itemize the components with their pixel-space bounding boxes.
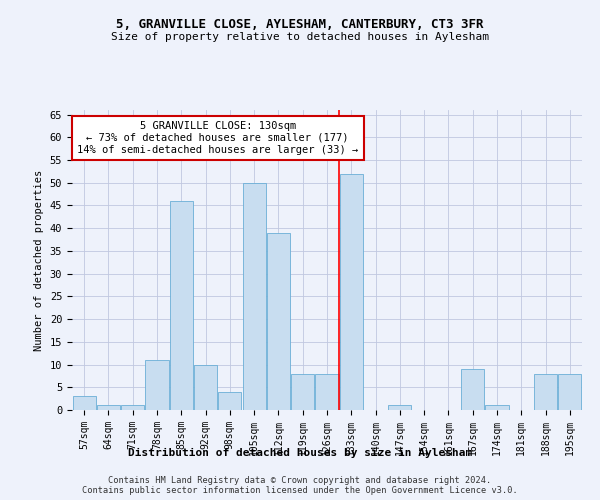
Bar <box>388 406 412 410</box>
Bar <box>194 364 217 410</box>
Bar <box>267 232 290 410</box>
Y-axis label: Number of detached properties: Number of detached properties <box>34 170 44 350</box>
Bar <box>73 396 95 410</box>
Bar <box>145 360 169 410</box>
Bar <box>461 369 484 410</box>
Bar <box>242 182 266 410</box>
Text: Size of property relative to detached houses in Aylesham: Size of property relative to detached ho… <box>111 32 489 42</box>
Bar <box>534 374 557 410</box>
Bar <box>170 201 193 410</box>
Bar <box>291 374 314 410</box>
Bar <box>340 174 363 410</box>
Bar <box>559 374 581 410</box>
Bar <box>121 406 144 410</box>
Text: 5, GRANVILLE CLOSE, AYLESHAM, CANTERBURY, CT3 3FR: 5, GRANVILLE CLOSE, AYLESHAM, CANTERBURY… <box>116 18 484 30</box>
Bar <box>218 392 241 410</box>
Bar <box>97 406 120 410</box>
Bar <box>316 374 338 410</box>
Bar <box>485 406 509 410</box>
Text: Distribution of detached houses by size in Aylesham: Distribution of detached houses by size … <box>128 448 472 458</box>
Text: 5 GRANVILLE CLOSE: 130sqm
← 73% of detached houses are smaller (177)
14% of semi: 5 GRANVILLE CLOSE: 130sqm ← 73% of detac… <box>77 122 358 154</box>
Text: Contains HM Land Registry data © Crown copyright and database right 2024.
Contai: Contains HM Land Registry data © Crown c… <box>82 476 518 495</box>
